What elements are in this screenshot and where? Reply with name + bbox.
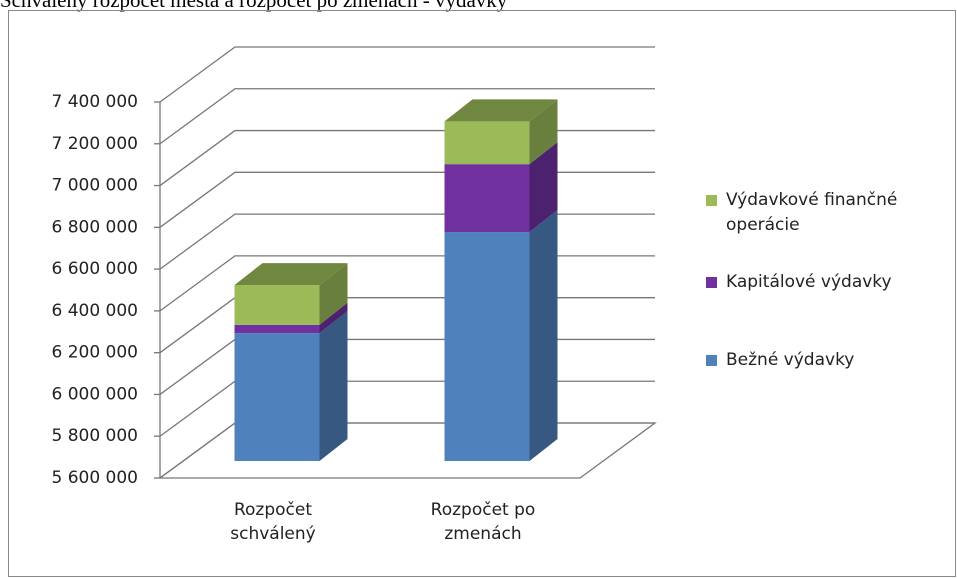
- bar-segment: [234, 324, 320, 334]
- bar-segment: [444, 121, 530, 165]
- legend-label: Výdavkové finančné operácie: [726, 190, 898, 235]
- legend-item: Bežné výdavky: [706, 348, 951, 373]
- y-tick-label: 7 000 000: [51, 176, 138, 196]
- bar-segment: [444, 232, 530, 461]
- y-tick-label: 6 800 000: [51, 217, 138, 237]
- bar-segment: [234, 333, 320, 461]
- legend-swatch: [706, 355, 717, 366]
- grid-line: [159, 297, 655, 354]
- grid-line: [159, 338, 655, 395]
- y-tick-label: 6 400 000: [51, 301, 138, 321]
- y-tick-label: 6 600 000: [51, 259, 138, 279]
- grid-line: [159, 129, 655, 187]
- bar-segment: [234, 285, 320, 325]
- x-tick-label: Rozpočet schválený: [230, 500, 316, 544]
- bar-side: [529, 142, 558, 233]
- y-tick-label: 5 600 000: [51, 468, 138, 488]
- grid-line: [159, 88, 655, 145]
- bar-side: [529, 99, 558, 165]
- legend-item: Výdavkové finančné operácie: [706, 188, 951, 238]
- floor: [158, 422, 657, 479]
- bar-side: [319, 263, 348, 325]
- legend-swatch: [706, 195, 717, 206]
- legend-label: Kapitálové výdavky: [726, 272, 892, 292]
- y-tick-label: 6 200 000: [51, 343, 138, 363]
- bar-side: [319, 311, 348, 461]
- grid-line: [159, 380, 655, 437]
- grid-line: [159, 46, 655, 103]
- y-tick-label: 7 200 000: [51, 134, 138, 154]
- y-tick-label: 7 400 000: [51, 92, 138, 112]
- legend-swatch: [706, 277, 717, 288]
- grid-line: [159, 213, 655, 270]
- legend-item: Kapitálové výdavky: [706, 270, 951, 295]
- y-tick-label: 6 000 000: [51, 384, 138, 404]
- bar-side: [319, 302, 348, 334]
- grid-line: [159, 171, 655, 228]
- bar-segment: [444, 164, 530, 233]
- bar-top: [444, 99, 558, 122]
- chart-title: Schválený rozpočet mesta a rozpočet po z…: [0, 0, 508, 12]
- grid-line: [159, 255, 655, 312]
- bar-side: [529, 210, 558, 461]
- legend-label: Bežné výdavky: [726, 350, 855, 370]
- grid-line: [159, 422, 655, 479]
- x-tick-label: Rozpočet po zmenách: [430, 500, 536, 544]
- bar-top: [234, 263, 348, 286]
- chart-frame: [8, 10, 956, 577]
- y-tick-label: 5 800 000: [51, 426, 138, 446]
